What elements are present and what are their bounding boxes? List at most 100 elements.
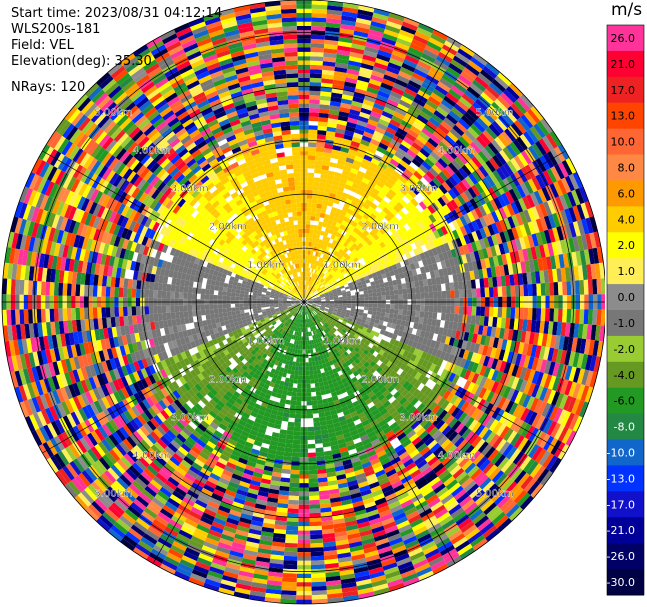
range-gate	[417, 273, 423, 281]
range-gate	[384, 181, 394, 189]
range-gate	[358, 312, 364, 317]
range-gate	[342, 169, 351, 176]
range-gate	[434, 326, 440, 335]
range-gate	[449, 145, 461, 157]
range-gate	[312, 264, 315, 269]
range-gate	[540, 470, 553, 486]
range-gate	[308, 281, 312, 286]
range-gate	[369, 25, 385, 34]
range-gate	[431, 348, 439, 357]
range-gate	[422, 144, 433, 155]
range-gate	[471, 170, 482, 183]
range-gate	[338, 248, 344, 255]
range-gate	[316, 299, 322, 301]
range-gate	[444, 191, 454, 202]
range-gate	[386, 20, 402, 30]
range-gate	[474, 182, 485, 194]
range-gate	[348, 240, 355, 247]
range-gate	[485, 160, 496, 173]
range-gate	[332, 230, 338, 236]
range-gate	[332, 79, 345, 86]
range-gate	[517, 249, 525, 262]
range-gate	[357, 115, 369, 124]
range-gate	[351, 43, 366, 51]
range-gate	[425, 324, 432, 333]
range-gate	[391, 154, 402, 164]
range-gate	[386, 360, 393, 368]
range-gate	[579, 186, 589, 203]
range-gate	[428, 240, 436, 250]
range-gate	[314, 284, 318, 289]
range-gate	[528, 444, 540, 459]
range-gate	[461, 178, 472, 190]
range-gate	[350, 47, 365, 55]
range-gate	[443, 242, 451, 252]
range-gate	[451, 420, 462, 431]
range-gate	[402, 350, 410, 358]
range-gate	[568, 366, 577, 382]
range-gate	[323, 311, 328, 315]
range-gate	[306, 276, 309, 281]
range-gate	[330, 234, 336, 240]
range-gate	[472, 101, 486, 115]
range-gate	[284, 547, 298, 553]
range-gate	[362, 202, 370, 210]
range-gate	[341, 15, 357, 22]
range-gate	[309, 77, 322, 83]
range-gate	[345, 72, 359, 80]
range-gate	[310, 250, 314, 256]
range-gate	[385, 165, 395, 174]
range-gate	[557, 281, 563, 296]
range-gate	[314, 164, 322, 170]
range-gate	[515, 365, 524, 379]
range-gate	[351, 221, 358, 228]
range-gate	[310, 547, 324, 553]
range-gate	[528, 145, 540, 160]
range-gate	[451, 186, 461, 197]
range-gate	[600, 309, 605, 326]
range-gate	[335, 252, 341, 258]
range-gate	[414, 223, 422, 233]
range-gate	[322, 195, 330, 202]
range-gate	[456, 194, 466, 206]
range-gate	[424, 216, 433, 226]
range-gate	[306, 336, 310, 341]
range-gate	[310, 43, 325, 49]
range-gate	[314, 168, 322, 174]
range-gate	[429, 363, 437, 372]
range-gate	[316, 305, 321, 307]
range-gate	[309, 233, 313, 238]
range-gate	[438, 253, 445, 262]
range-gate	[425, 234, 433, 243]
range-gate	[343, 165, 352, 172]
range-gate	[517, 152, 529, 167]
range-gate	[378, 248, 385, 255]
range-gate	[479, 315, 485, 326]
range-gate	[351, 182, 360, 190]
range-gate	[326, 179, 334, 185]
range-gate	[312, 278, 316, 283]
range-gate	[391, 333, 398, 340]
range-gate	[564, 380, 573, 396]
range-gate	[510, 307, 516, 319]
range-gate	[365, 41, 380, 50]
range-gate	[316, 287, 321, 291]
range-gate	[305, 241, 309, 247]
range-gate	[288, 382, 294, 388]
range-gate	[554, 254, 561, 269]
range-gate	[407, 270, 414, 277]
range-gate	[314, 216, 320, 222]
range-gate	[377, 191, 386, 200]
range-gate	[487, 357, 495, 369]
range-gate	[338, 299, 343, 302]
range-gate	[311, 287, 315, 292]
range-gate	[349, 313, 355, 317]
range-gate	[510, 201, 520, 215]
range-gate	[421, 160, 432, 171]
range-gate	[509, 251, 517, 264]
range-gate	[446, 131, 459, 143]
range-gate	[373, 184, 383, 192]
range-gate	[448, 372, 456, 383]
range-gate	[550, 255, 557, 270]
range-gate	[499, 426, 510, 439]
